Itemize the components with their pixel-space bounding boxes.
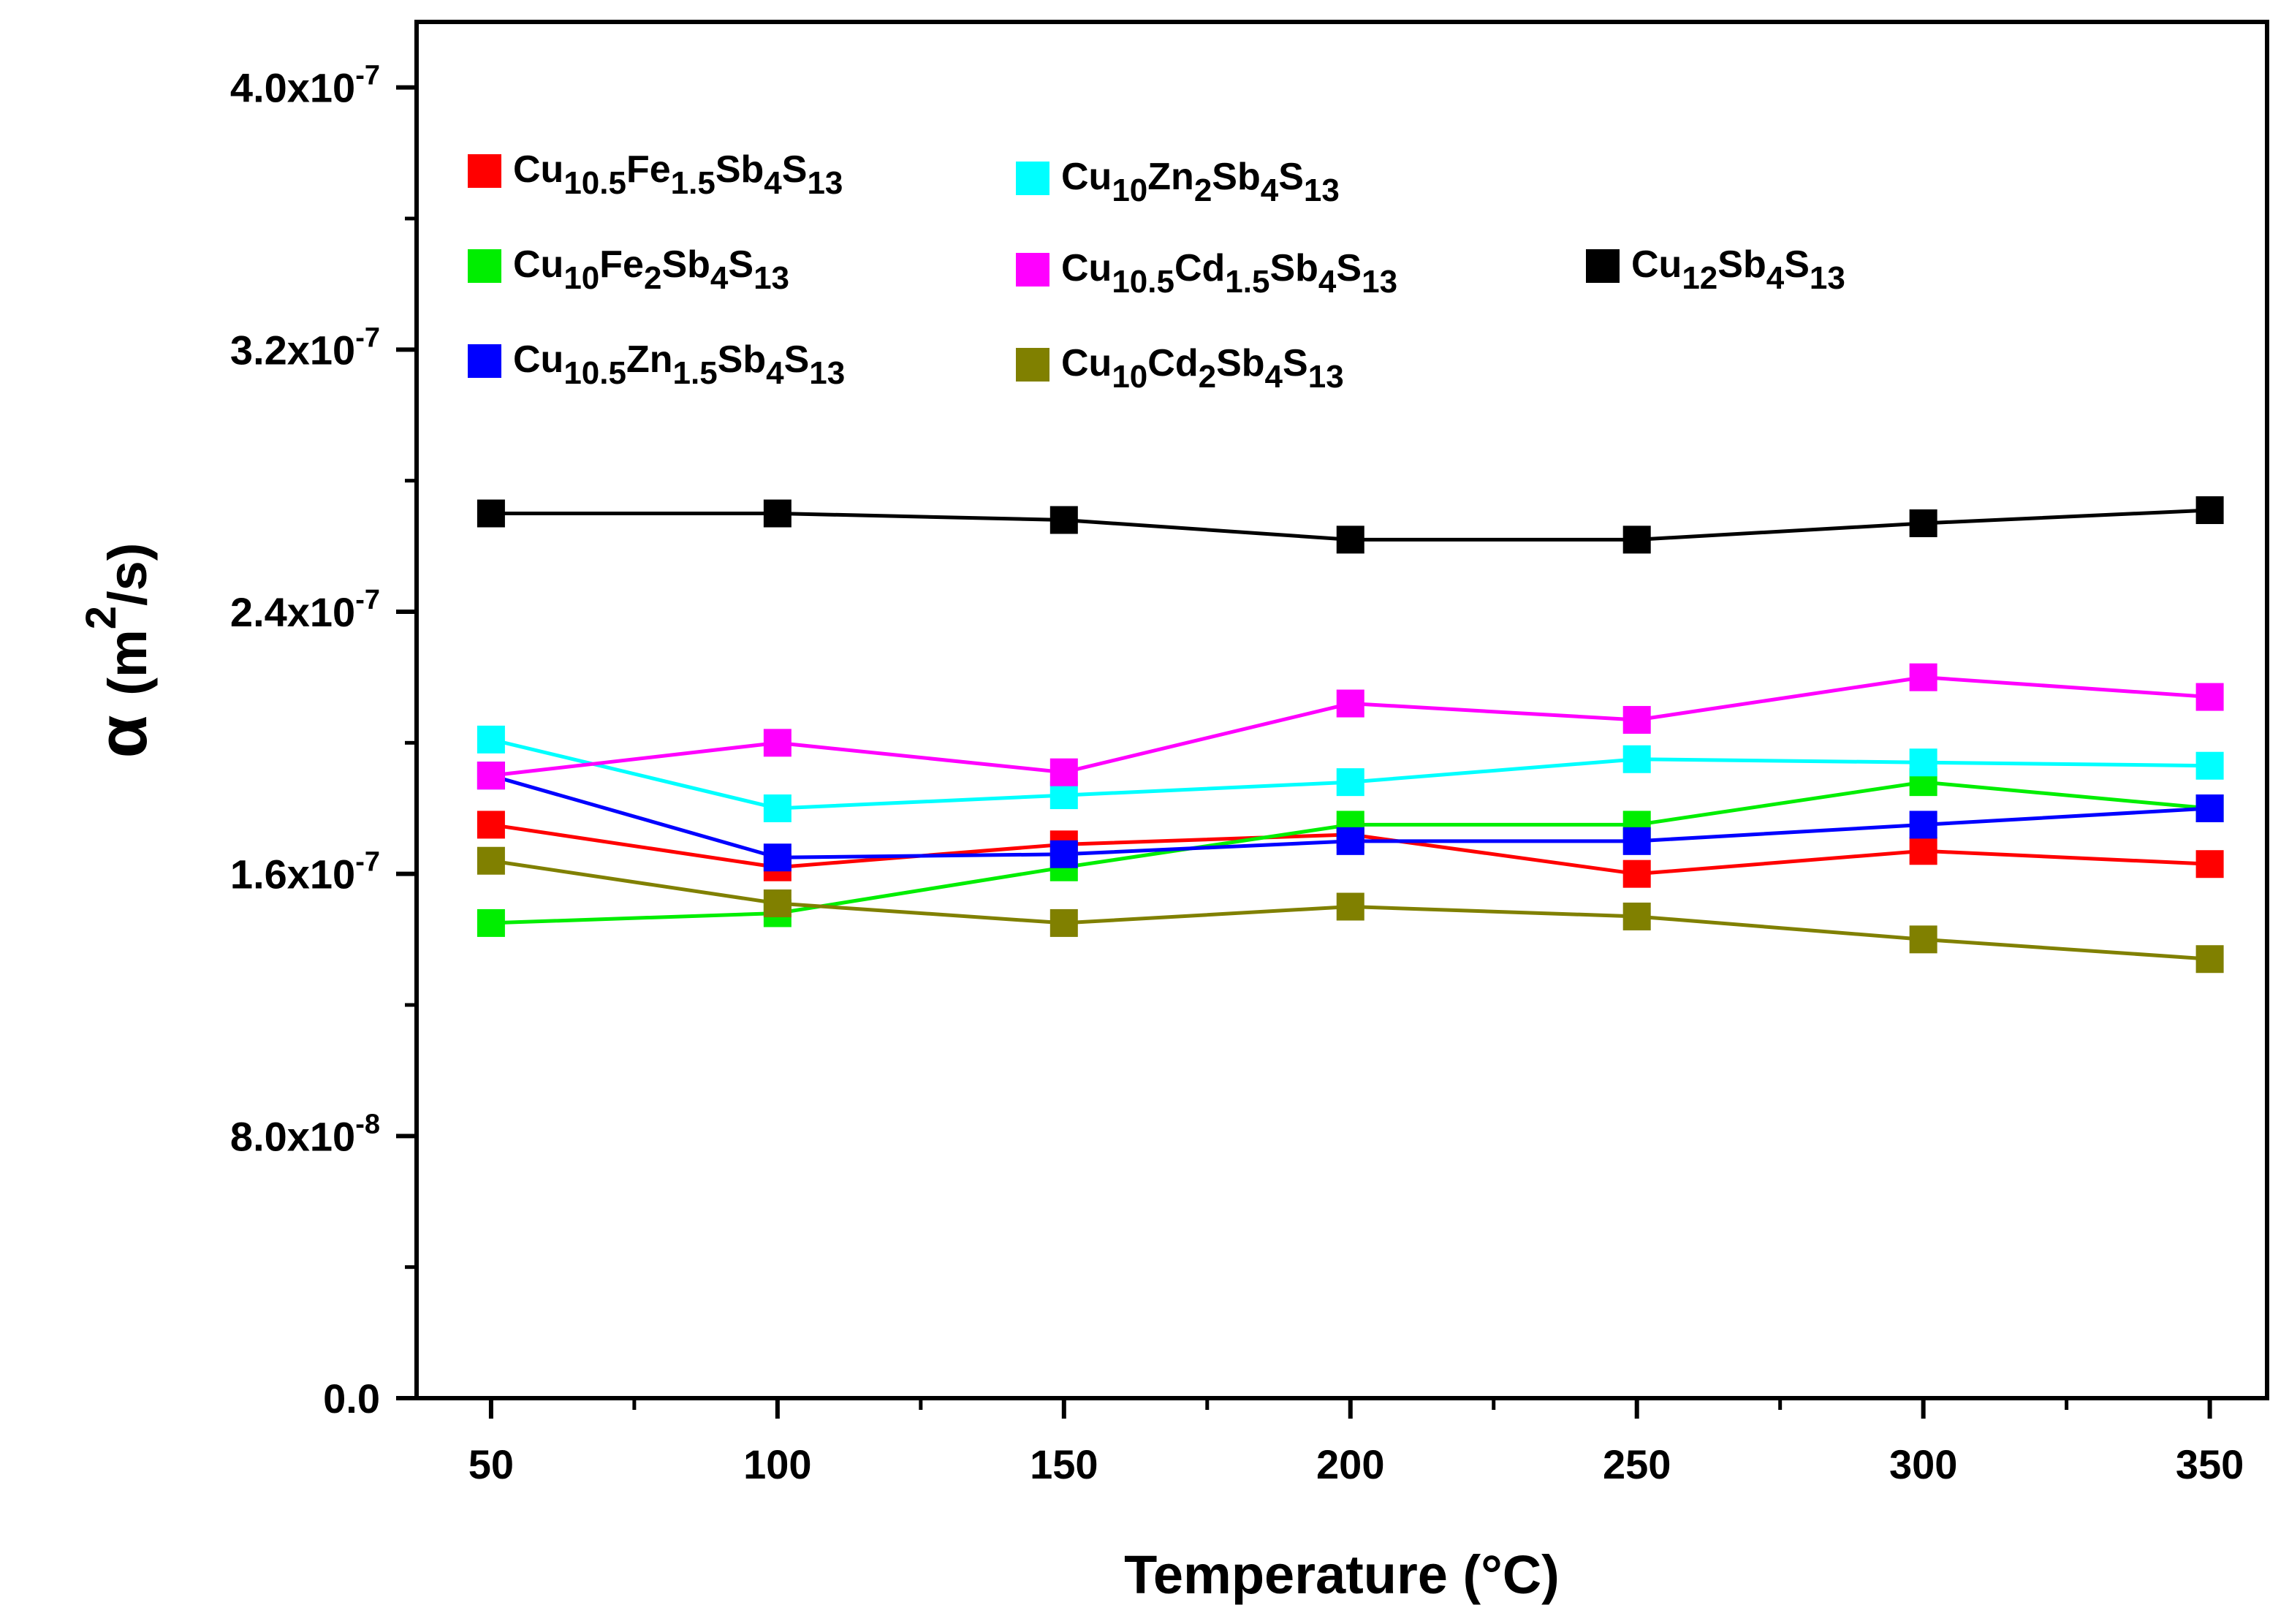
legend-item: Cu10.5Zn1.5Sb4S13 bbox=[468, 338, 845, 391]
data-point-cu10zn2sb4s13 bbox=[1909, 748, 1937, 777]
data-point-cu10-5fe1-5sb4s13 bbox=[477, 811, 505, 839]
data-point-cu10cd2sb4s13 bbox=[477, 846, 505, 875]
y-tick-label: 0.0 bbox=[323, 1376, 380, 1422]
data-point-cu10-5cd1-5sb4s13 bbox=[1049, 758, 1078, 786]
legend-swatch bbox=[1016, 253, 1049, 287]
legend-swatch bbox=[1016, 162, 1049, 195]
legend-label: Cu10Fe2Sb4S13 bbox=[513, 243, 789, 296]
legend-item: Cu10Fe2Sb4S13 bbox=[468, 243, 789, 296]
data-point-cu10zn2sb4s13 bbox=[763, 794, 792, 822]
y-tick-label: 2.4x10-7 bbox=[230, 585, 380, 635]
data-point-cu10-5cd1-5sb4s13 bbox=[1909, 663, 1937, 691]
y-tick-label: 4.0x10-7 bbox=[230, 61, 380, 111]
data-point-cu10-5cd1-5sb4s13 bbox=[1336, 689, 1364, 718]
x-axis: 50 100 150 200 250 300 350 bbox=[468, 1398, 2244, 1487]
data-point-cu10-5fe1-5sb4s13 bbox=[1622, 860, 1651, 888]
legend-item: Cu10.5Fe1.5Sb4S13 bbox=[468, 148, 843, 201]
data-point-cu10cd2sb4s13 bbox=[2195, 945, 2224, 974]
data-point-cu12sb4s13 bbox=[477, 499, 505, 528]
data-point-cu10-5cd1-5sb4s13 bbox=[2195, 683, 2224, 711]
y-tick-label: 3.2x10-7 bbox=[230, 322, 380, 373]
data-point-cu10-5fe1-5sb4s13 bbox=[2195, 850, 2224, 879]
legend-label: Cu10.5Fe1.5Sb4S13 bbox=[513, 148, 843, 201]
data-point-cu10zn2sb4s13 bbox=[477, 725, 505, 754]
data-point-cu10cd2sb4s13 bbox=[1909, 925, 1937, 954]
data-point-cu10cd2sb4s13 bbox=[763, 889, 792, 918]
data-point-cu10-5zn1-5sb4s13 bbox=[763, 843, 792, 872]
data-point-cu10-5cd1-5sb4s13 bbox=[477, 762, 505, 790]
data-point-cu10cd2sb4s13 bbox=[1336, 892, 1364, 921]
legend-label: Cu10.5Cd1.5Sb4S13 bbox=[1061, 247, 1397, 300]
data-point-cu10-5cd1-5sb4s13 bbox=[1622, 705, 1651, 734]
legend-item: Cu12Sb4S13 bbox=[1586, 243, 1845, 296]
data-point-cu10-5cd1-5sb4s13 bbox=[763, 729, 792, 757]
data-point-cu10-5zn1-5sb4s13 bbox=[1909, 811, 1937, 839]
x-tick-label: 150 bbox=[1030, 1441, 1098, 1487]
y-tick-label: 8.0x10-8 bbox=[230, 1109, 380, 1159]
data-point-cu10-5zn1-5sb4s13 bbox=[1049, 840, 1078, 868]
legend-swatch bbox=[468, 154, 501, 188]
legend-label: Cu10.5Zn1.5Sb4S13 bbox=[513, 338, 845, 391]
data-point-cu10zn2sb4s13 bbox=[1336, 768, 1364, 797]
x-tick-label: 100 bbox=[743, 1441, 811, 1487]
data-point-cu12sb4s13 bbox=[1909, 509, 1937, 537]
y-axis: 0.0 8.0x10-8 1.6x10-7 2.4x10-7 3.2x10-7 4.0x1… bbox=[230, 61, 417, 1422]
data-point-cu10-5zn1-5sb4s13 bbox=[1336, 827, 1364, 855]
data-point-cu10-5zn1-5sb4s13 bbox=[1622, 827, 1651, 855]
data-point-cu12sb4s13 bbox=[1336, 525, 1364, 554]
x-tick-label: 350 bbox=[2176, 1441, 2244, 1487]
plot-frame bbox=[414, 20, 2269, 1400]
legend-item: Cu10.5Cd1.5Sb4S13 bbox=[1016, 247, 1397, 300]
data-point-cu12sb4s13 bbox=[1622, 525, 1651, 554]
legend-label: Cu10Cd2Sb4S13 bbox=[1061, 342, 1344, 395]
y-axis-title-text: α (m2/s) bbox=[77, 543, 162, 759]
x-axis-title: Temperature (°C) bbox=[1124, 1544, 1560, 1605]
data-point-cu12sb4s13 bbox=[2195, 496, 2224, 525]
legend-swatch bbox=[468, 249, 501, 283]
data-point-cu10zn2sb4s13 bbox=[1622, 745, 1651, 773]
plot-markers bbox=[477, 496, 2224, 974]
legend: Cu10.5Fe1.5Sb4S13 Cu10Fe2Sb4S13 Cu10.5Zn1.… bbox=[468, 148, 1845, 395]
x-tick-label: 300 bbox=[1889, 1441, 1957, 1487]
legend-swatch bbox=[468, 344, 501, 378]
data-point-cu10-5zn1-5sb4s13 bbox=[2195, 794, 2224, 822]
legend-label: Cu10Zn2Sb4S13 bbox=[1061, 156, 1340, 208]
x-tick-label: 50 bbox=[468, 1441, 514, 1487]
x-tick-label: 200 bbox=[1316, 1441, 1384, 1487]
data-point-cu10zn2sb4s13 bbox=[2195, 751, 2224, 780]
data-point-cu10fe2sb4s13 bbox=[477, 908, 505, 937]
legend-item: Cu10Cd2Sb4S13 bbox=[1016, 342, 1344, 395]
y-axis-title: α (m2/s) bbox=[77, 543, 162, 759]
data-point-cu10cd2sb4s13 bbox=[1049, 908, 1078, 937]
x-tick-label: 250 bbox=[1603, 1441, 1671, 1487]
legend-swatch bbox=[1586, 249, 1620, 283]
legend-swatch bbox=[1016, 348, 1049, 382]
data-point-cu12sb4s13 bbox=[763, 499, 792, 528]
data-point-cu10cd2sb4s13 bbox=[1622, 902, 1651, 930]
data-point-cu12sb4s13 bbox=[1049, 506, 1078, 534]
y-tick-label: 1.6x10-7 bbox=[230, 847, 380, 898]
data-point-cu10-5fe1-5sb4s13 bbox=[1909, 837, 1937, 865]
legend-item: Cu10Zn2Sb4S13 bbox=[1016, 156, 1340, 208]
legend-label: Cu12Sb4S13 bbox=[1631, 243, 1845, 296]
